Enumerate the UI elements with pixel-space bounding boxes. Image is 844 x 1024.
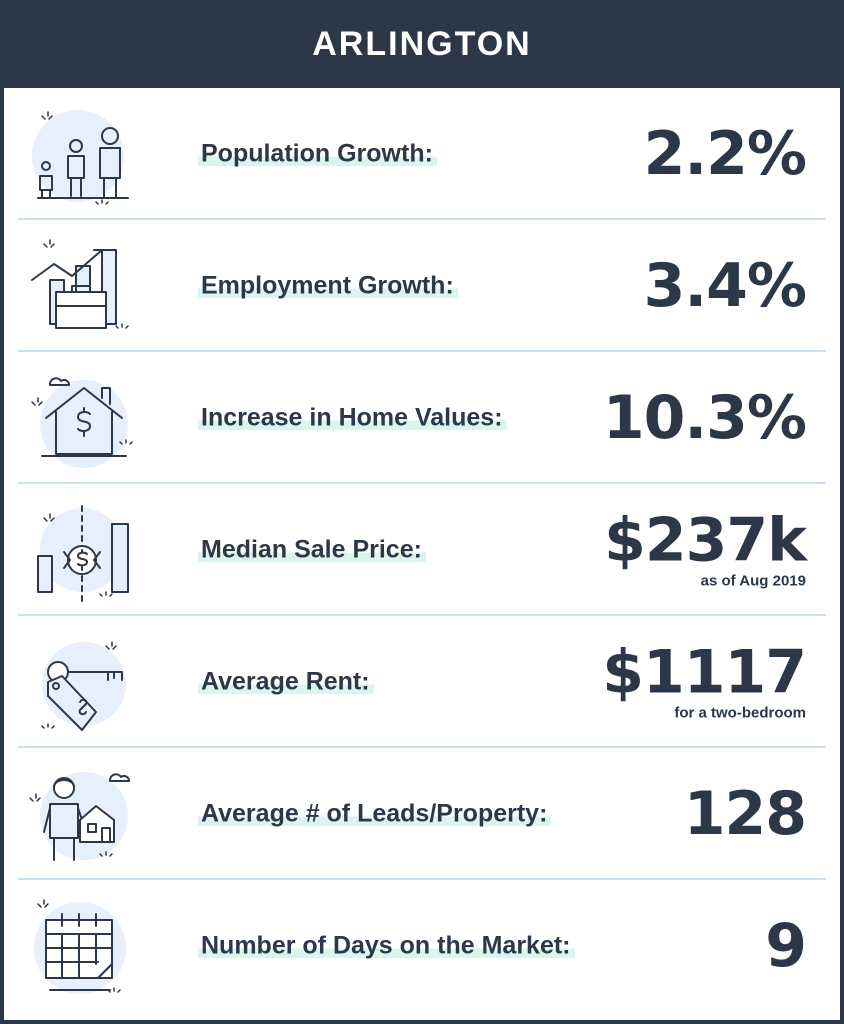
employment-briefcase-icon: [24, 230, 136, 342]
stat-value-block: 128: [683, 779, 807, 849]
stat-row-days-on-market: Number of Days on the Market: 9: [4, 880, 840, 1012]
stat-value: 3.4%: [643, 251, 807, 321]
stat-value-block: 10.3%: [602, 383, 807, 453]
stat-value-block: $237k as of Aug 2019: [604, 505, 807, 590]
stat-label: Employment Growth:: [198, 271, 458, 301]
stat-label: Population Growth:: [198, 139, 437, 169]
house-dollar-icon: [24, 362, 136, 474]
row-divider: [18, 350, 826, 352]
page-title: ARLINGTON: [312, 24, 532, 63]
stat-label: Average Rent:: [198, 667, 374, 697]
stat-value: 9: [765, 911, 807, 981]
row-divider: [18, 482, 826, 484]
stat-value-block: 9: [765, 911, 807, 981]
stats-panel: Population Growth: 2.2% Emplo: [4, 88, 840, 1020]
stat-value-block: 3.4%: [643, 251, 807, 321]
stat-row-population-growth: Population Growth: 2.2%: [4, 88, 840, 220]
person-house-icon: [24, 758, 136, 870]
stat-row-employment-growth: Employment Growth: 3.4%: [4, 220, 840, 352]
stat-value: $237k: [604, 505, 807, 576]
stat-value-block: $1117 for a two-bedroom: [602, 637, 807, 722]
stat-note: as of Aug 2019: [700, 572, 806, 590]
stat-row-average-rent: Average Rent: $1117 for a two-bedroom: [4, 616, 840, 748]
stat-value: 128: [683, 779, 807, 849]
row-divider: [18, 878, 826, 880]
stat-value: $1117: [602, 637, 807, 708]
stat-label: Number of Days on the Market:: [198, 931, 575, 961]
stat-row-median-sale-price: Median Sale Price: $237k as of Aug 2019: [4, 484, 840, 616]
row-divider: [18, 746, 826, 748]
row-divider: [18, 218, 826, 220]
stat-label: Average # of Leads/Property:: [198, 799, 552, 829]
stat-label: Median Sale Price:: [198, 535, 426, 565]
family-icon: [24, 98, 136, 210]
stat-row-leads-per-property: Average # of Leads/Property: 128: [4, 748, 840, 880]
stat-row-home-values: Increase in Home Values: 10.3%: [4, 352, 840, 484]
stat-label: Increase in Home Values:: [198, 403, 507, 433]
row-divider: [18, 614, 826, 616]
stat-value: 10.3%: [602, 383, 807, 453]
stat-note: for a two-bedroom: [674, 704, 806, 722]
stat-value: 2.2%: [643, 119, 807, 189]
key-tag-icon: [24, 626, 136, 738]
stat-value-block: 2.2%: [643, 119, 807, 189]
price-chart-icon: [24, 494, 136, 606]
calendar-icon: [24, 890, 136, 1002]
